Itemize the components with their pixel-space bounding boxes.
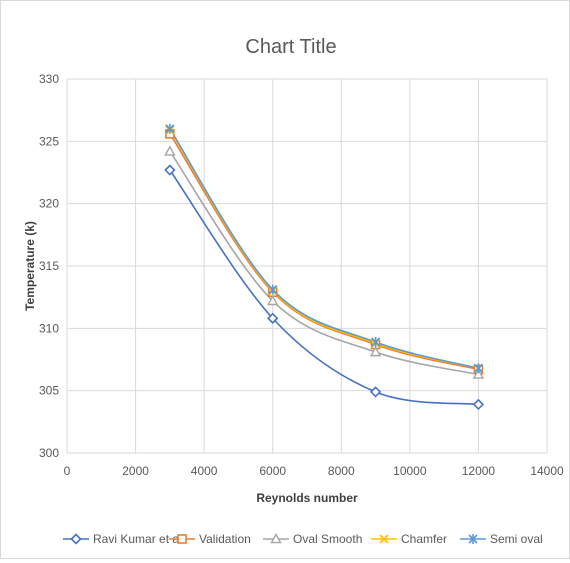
legend-label: Oval Smooth — [293, 532, 362, 546]
data-point-ravi-kumar-et-al — [267, 312, 279, 324]
x-tick-label: 4000 — [191, 464, 218, 478]
axes: 0 2000 4000 6000 8000 10000 12000 14000 300 305 31… — [39, 72, 564, 478]
y-tick-label: 330 — [39, 72, 59, 86]
gridlines — [66, 78, 548, 454]
data-point-semi-oval — [473, 363, 484, 374]
legend-item: Chamfer — [371, 532, 447, 546]
legend-marker — [70, 533, 82, 545]
data-point-ravi-kumar-et-al — [164, 164, 176, 176]
data-point-oval-smooth — [164, 145, 176, 156]
x-axis-title: Reynolds number — [256, 491, 358, 505]
x-tick-label: 14000 — [530, 464, 564, 478]
series-lines — [164, 123, 485, 411]
x-tick-label: 2000 — [122, 464, 149, 478]
legend-item: Ravi Kumar et al — [63, 532, 182, 546]
legend-label: Semi oval — [490, 532, 543, 546]
series-line-semi-oval — [169, 128, 479, 370]
legend-item: Oval Smooth — [263, 532, 362, 546]
data-point-semi-oval — [165, 123, 175, 134]
data-point-ravi-kumar-et-al — [472, 398, 485, 411]
y-axis-title: Temperature (k) — [23, 221, 37, 311]
y-tick-label: 310 — [39, 321, 59, 335]
y-tick-label: 320 — [39, 197, 59, 211]
x-tick-label: 6000 — [259, 464, 286, 478]
legend-marker — [177, 534, 187, 544]
y-tick-label: 305 — [39, 384, 59, 398]
legend-label: Validation — [199, 532, 251, 546]
data-point-semi-oval — [268, 284, 278, 295]
y-tick-label: 315 — [39, 259, 59, 273]
series-line-chamfer — [169, 129, 479, 370]
legend-marker — [270, 533, 282, 544]
x-tick-label: 8000 — [328, 464, 355, 478]
series-line-oval-smooth — [169, 150, 479, 376]
y-tick-label: 300 — [39, 446, 59, 460]
x-tick-label: 12000 — [462, 464, 496, 478]
data-point-oval-smooth — [369, 346, 382, 357]
data-point-ravi-kumar-et-al — [369, 386, 382, 398]
data-point-oval-smooth — [267, 294, 279, 306]
x-tick-label: 0 — [64, 464, 71, 478]
series-line-validation — [169, 133, 479, 371]
legend-item: Semi oval — [460, 532, 543, 546]
legend-marker — [379, 534, 389, 544]
legend-item: Validation — [169, 532, 251, 546]
legend: Ravi Kumar et al Validation Oval Smooth Cha… — [63, 532, 543, 546]
legend-marker — [468, 534, 478, 544]
chart-title: Chart Title — [245, 36, 336, 58]
data-point-oval-smooth — [472, 368, 485, 379]
legend-label: Chamfer — [401, 532, 447, 546]
y-tick-label: 325 — [39, 134, 59, 148]
legend-label: Ravi Kumar et al — [93, 532, 182, 546]
series-line-ravi-kumar-et-al — [169, 169, 479, 406]
x-tick-label: 10000 — [393, 464, 427, 478]
data-point-semi-oval — [370, 337, 381, 348]
